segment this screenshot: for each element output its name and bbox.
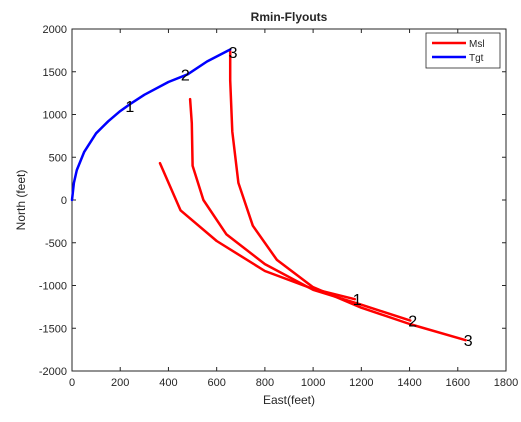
time-marker-label: 3 (464, 333, 473, 350)
y-tick-label: -1500 (39, 323, 67, 335)
y-tick-label: 1000 (43, 110, 67, 122)
x-tick-label: 0 (69, 377, 75, 389)
chart-title: Rmin-Flyouts (251, 10, 328, 24)
x-tick-label: 200 (111, 377, 129, 389)
x-axis-label: East(feet) (263, 393, 315, 407)
time-marker-label: 2 (408, 314, 417, 331)
y-tick-label: -500 (45, 238, 67, 250)
x-tick-label: 1600 (446, 377, 470, 389)
time-marker-label: 2 (181, 67, 190, 84)
legend-label-tgt: Tgt (469, 53, 484, 64)
x-tick-label: 800 (256, 377, 274, 389)
y-tick-label: 500 (49, 152, 67, 164)
x-tick-label: 1400 (397, 377, 421, 389)
y-axis-label: North (feet) (14, 170, 28, 231)
x-tick-label: 400 (159, 377, 177, 389)
legend-label-msl: Msl (469, 39, 485, 50)
x-tick-label: 1000 (301, 377, 325, 389)
series-msl-line-3 (228, 49, 467, 342)
time-marker-label: 1 (125, 99, 134, 116)
series-layer (70, 48, 467, 342)
plot-area (71, 28, 507, 372)
y-tick-label: -2000 (39, 366, 67, 378)
legend-box (425, 32, 501, 69)
x-tick-label: 600 (207, 377, 225, 389)
time-marker-label: 3 (229, 45, 238, 62)
y-tick-label: 2000 (43, 24, 67, 36)
y-tick-label: -1000 (39, 281, 67, 293)
x-tick-label: 1200 (349, 377, 373, 389)
y-tick-label: 0 (61, 195, 67, 207)
legend: Msl Tgt (425, 32, 501, 69)
series-tgt-line-1 (70, 48, 232, 202)
axis-ticks: 0 200 400 600 800 1000 1200 1400 1600 1800 -2000 -1… (39, 24, 518, 389)
y-tick-label: 1500 (43, 67, 67, 79)
time-marker-label: 1 (353, 292, 362, 309)
annotation-layer: 1 2 3 1 2 3 (125, 45, 472, 350)
x-tick-label: 1800 (494, 377, 518, 389)
